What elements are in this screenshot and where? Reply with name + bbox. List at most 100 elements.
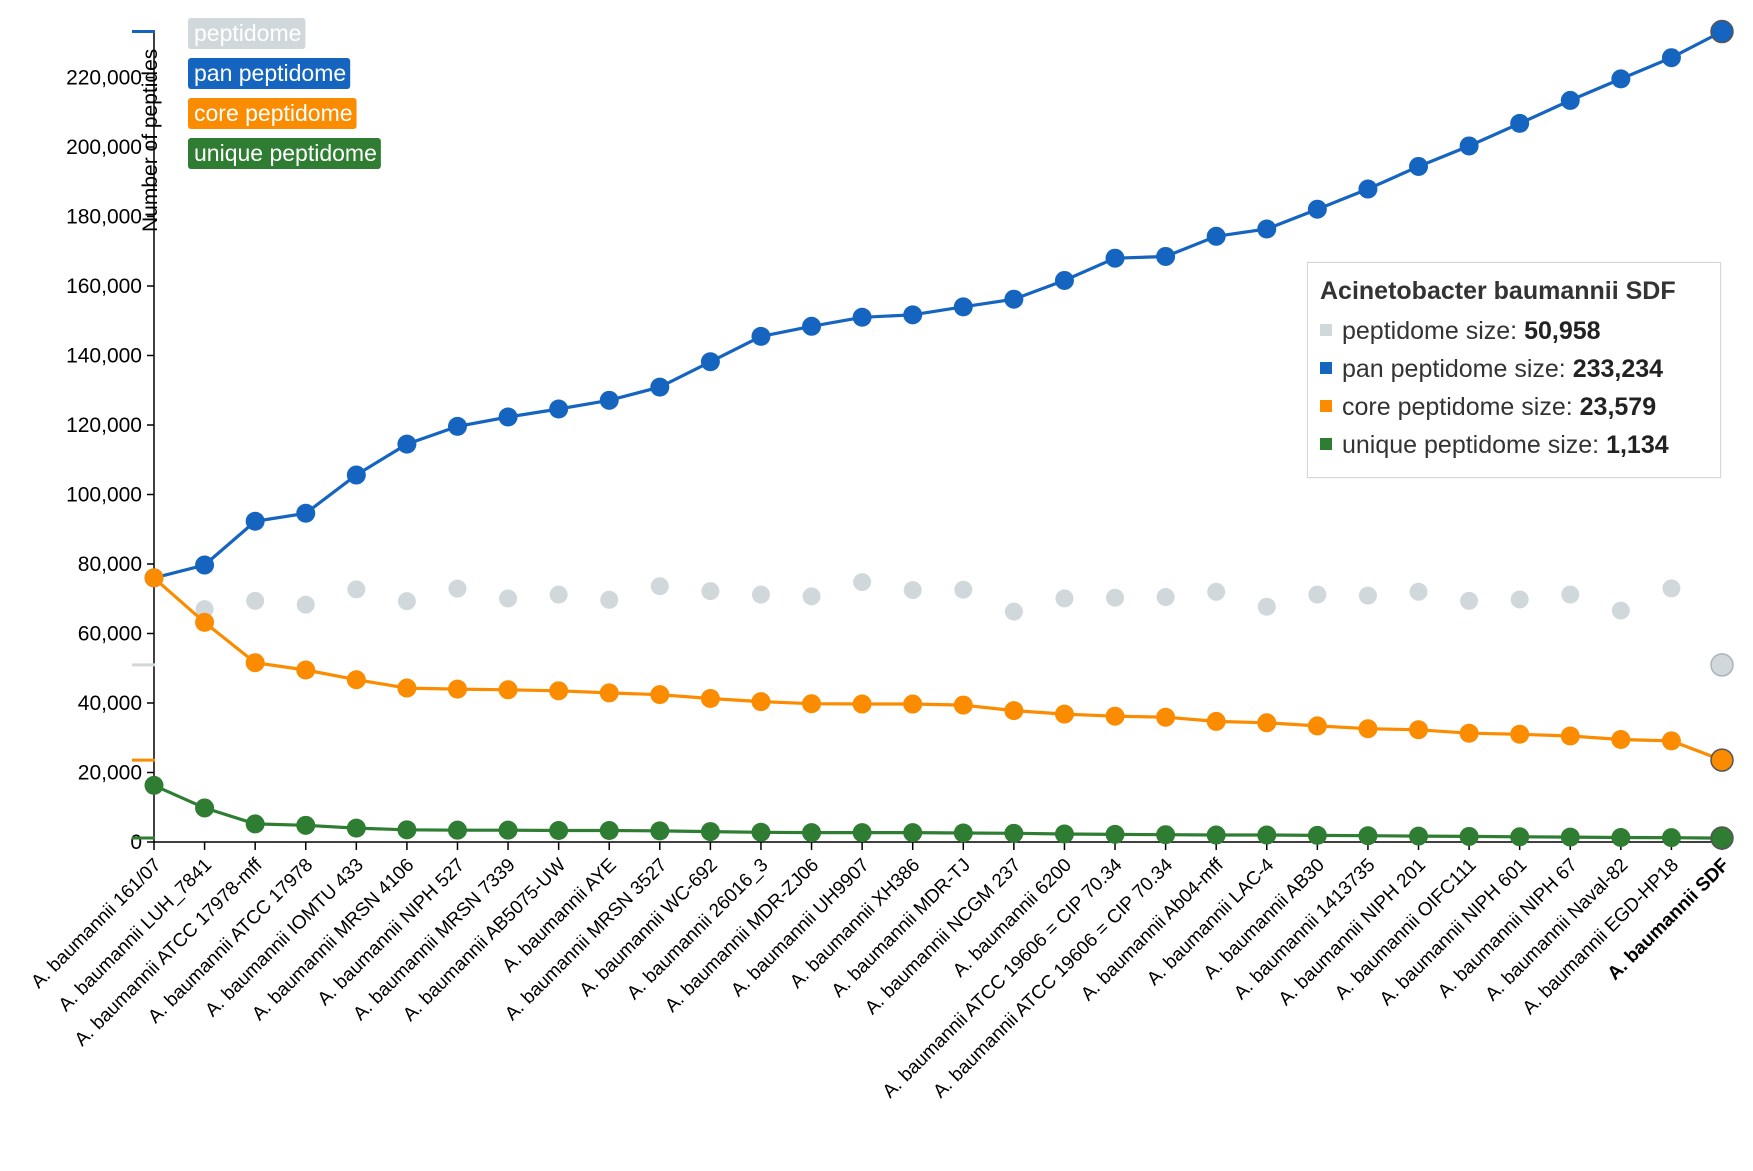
- data-point: [700, 352, 720, 372]
- data-point: [1459, 826, 1479, 846]
- data-point: [245, 511, 265, 531]
- data-point: [1560, 726, 1580, 746]
- data-point: [1358, 826, 1378, 846]
- data-point: [802, 316, 822, 336]
- y-tick-label: 0: [130, 831, 142, 854]
- data-point: [1308, 585, 1327, 604]
- data-point: [599, 683, 619, 703]
- data-point: [650, 377, 670, 397]
- y-tick-label: 140,000: [66, 345, 142, 368]
- legend-label: peptidome: [194, 20, 301, 46]
- data-point: [397, 434, 417, 454]
- data-point: [1611, 69, 1631, 89]
- data-point: [195, 798, 215, 818]
- data-point: [751, 822, 771, 842]
- x-tick-label: A. baumannii ATCC 17978-mff: [71, 854, 267, 1050]
- y-tick-label: 100,000: [66, 484, 142, 507]
- data-point: [246, 591, 265, 610]
- data-point: [802, 587, 821, 606]
- data-point: [903, 581, 922, 600]
- unique-peptidome-swatch: [1320, 438, 1332, 451]
- series-unique-peptidome: [144, 775, 1734, 850]
- data-point: [1004, 823, 1024, 843]
- data-point: [1661, 48, 1681, 68]
- data-point: [1257, 597, 1276, 616]
- data-point: [1459, 723, 1479, 743]
- data-point: [397, 820, 417, 840]
- y-tick-label: 180,000: [66, 206, 142, 229]
- data-point: [852, 694, 872, 714]
- data-point: [1358, 179, 1378, 199]
- info-row-core-peptidome: core peptidome size: 23,579: [1320, 393, 1656, 422]
- data-point: [1710, 748, 1734, 772]
- data-point: [1661, 828, 1681, 848]
- data-point: [1710, 653, 1734, 677]
- data-point: [1307, 199, 1327, 219]
- data-point: [1560, 90, 1580, 110]
- data-point: [1156, 246, 1176, 266]
- data-point: [599, 821, 619, 841]
- y-tick-label: 80,000: [78, 553, 142, 576]
- data-point: [397, 592, 416, 611]
- data-point: [1409, 156, 1429, 176]
- data-point: [903, 694, 923, 714]
- data-point: [751, 692, 771, 712]
- data-point: [751, 585, 770, 604]
- data-point: [1156, 588, 1175, 607]
- legend-label: core peptidome: [194, 100, 353, 126]
- y-axis-label: Number of peptides: [139, 49, 162, 232]
- data-point: [1307, 716, 1327, 736]
- legend-item-core-peptidome: core peptidome: [188, 98, 357, 129]
- data-point: [549, 585, 568, 604]
- info-row-label: unique peptidome size:: [1342, 431, 1600, 459]
- data-point: [195, 612, 215, 632]
- data-point: [1611, 729, 1631, 749]
- data-point: [1054, 270, 1074, 290]
- y-tick-label: 220,000: [66, 67, 142, 90]
- data-point: [701, 582, 720, 601]
- legend-swatch: [188, 98, 357, 129]
- data-point: [1710, 826, 1734, 850]
- data-point: [751, 326, 771, 346]
- data-point: [1560, 827, 1580, 847]
- legend-item-pan-peptidome: pan peptidome: [188, 58, 351, 89]
- data-point: [1611, 601, 1630, 620]
- core-peptidome-swatch: [1320, 400, 1332, 413]
- info-row-value: 23,579: [1579, 393, 1657, 421]
- data-point: [347, 580, 366, 599]
- data-point: [1409, 720, 1429, 740]
- data-point: [296, 595, 315, 614]
- data-point: [1156, 825, 1176, 845]
- data-point: [1206, 226, 1226, 246]
- data-point: [1206, 825, 1226, 845]
- info-row-value: 233,234: [1572, 355, 1664, 383]
- info-row-value: 50,958: [1524, 317, 1601, 345]
- data-point: [1105, 248, 1125, 268]
- info-row-label: peptidome size:: [1342, 317, 1518, 345]
- data-point: [1156, 707, 1176, 727]
- data-point: [853, 573, 872, 592]
- data-point: [1460, 591, 1479, 610]
- data-point: [650, 821, 670, 841]
- data-point: [1459, 136, 1479, 156]
- data-point: [600, 590, 619, 609]
- info-box-title: Acinetobacter baumannii SDF: [1320, 277, 1676, 305]
- series-peptidome: [145, 568, 1734, 677]
- data-point: [549, 821, 569, 841]
- series-core-peptidome: [144, 568, 1734, 772]
- data-point: [1257, 825, 1277, 845]
- data-point: [195, 600, 214, 619]
- data-point: [650, 685, 670, 705]
- data-point: [447, 679, 467, 699]
- data-point: [296, 815, 316, 835]
- data-point: [549, 681, 569, 701]
- info-box: Acinetobacter baumannii SDF peptidome si…: [1307, 262, 1721, 478]
- data-point: [397, 678, 417, 698]
- data-point: [953, 297, 973, 317]
- data-point: [1004, 602, 1023, 621]
- data-point: [549, 399, 569, 419]
- data-point: [1307, 825, 1327, 845]
- legend-label: pan peptidome: [194, 60, 346, 86]
